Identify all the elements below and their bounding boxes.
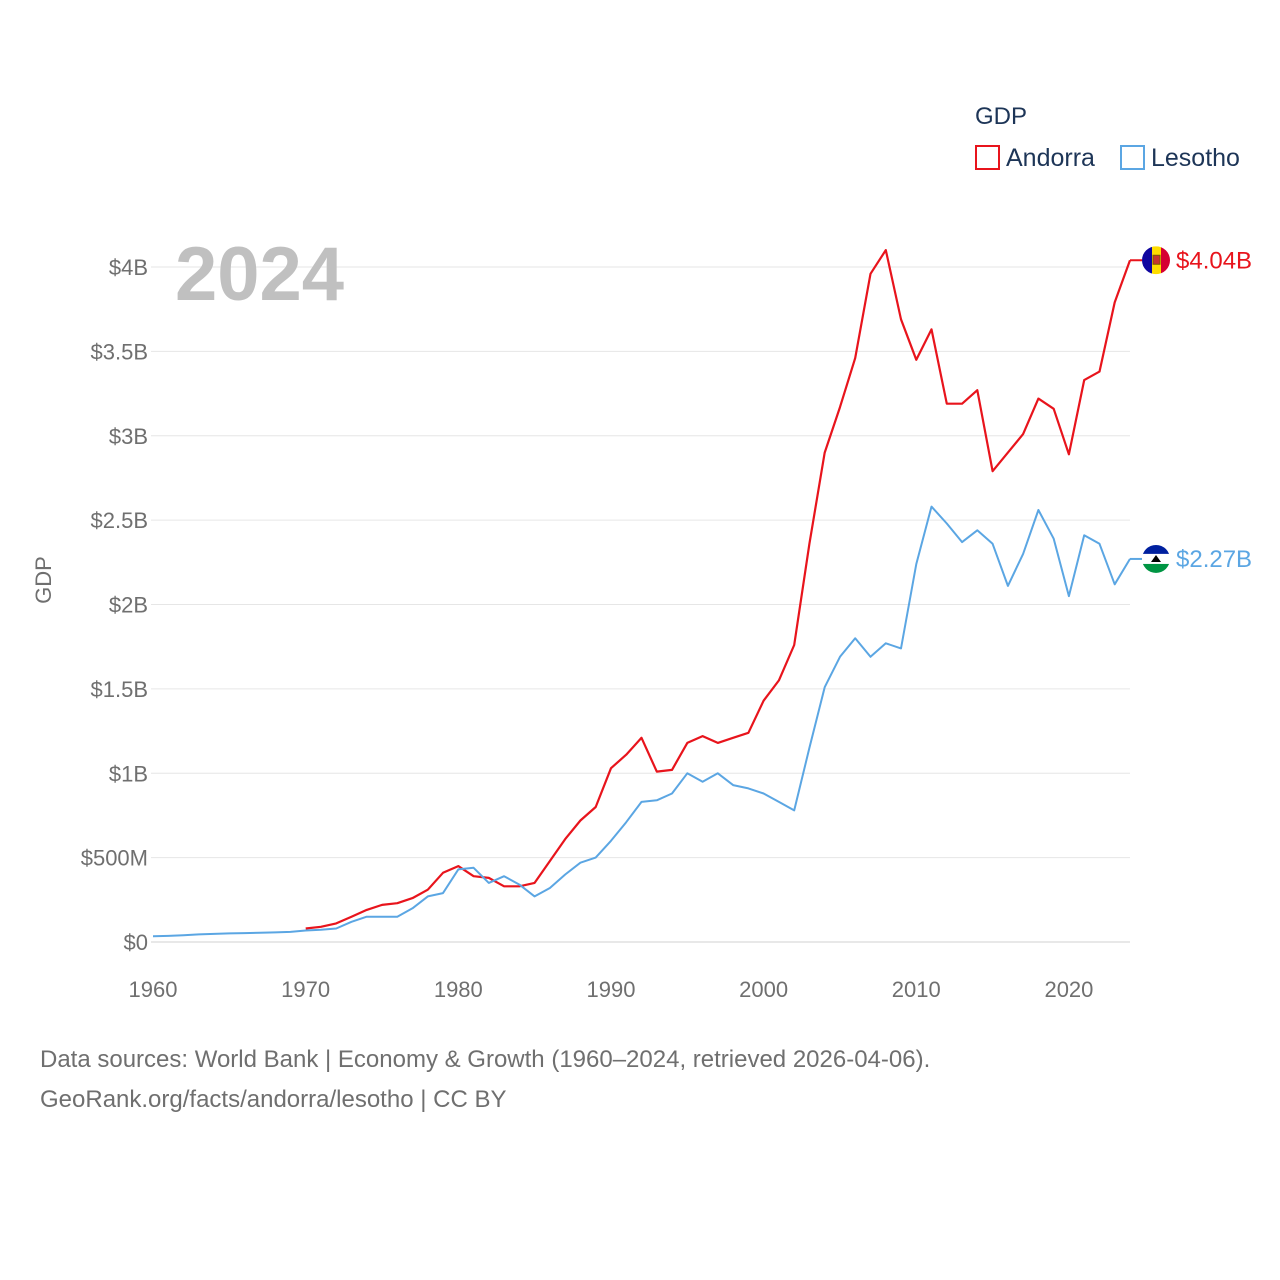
- end-label-andorra: $4.04B: [1176, 247, 1252, 274]
- lesotho-flag-icon: [1142, 544, 1170, 573]
- x-tick-label: 1960: [129, 977, 178, 1002]
- andorra-flag-icon: [1142, 246, 1170, 275]
- legend-item-andorra[interactable]: Andorra: [975, 144, 1095, 172]
- end-label-lesotho: $2.27B: [1176, 546, 1252, 573]
- x-tick-label: 2020: [1044, 977, 1093, 1002]
- y-tick-label: $1B: [109, 761, 148, 786]
- x-tick-label: 2000: [739, 977, 788, 1002]
- end-labels: $4.04B $2.27B: [1130, 246, 1252, 573]
- y-tick-label: $4B: [109, 255, 148, 280]
- y-tick-label: $2.5B: [91, 508, 149, 533]
- legend-item-lesotho[interactable]: Lesotho: [1120, 144, 1240, 172]
- y-tick-label: $500M: [81, 846, 148, 871]
- legend-title: GDP: [975, 103, 1027, 130]
- y-axis-ticks: $0 $500M $1B $1.5B $2B $2.5B $3B $3.5B $4B: [81, 255, 148, 955]
- x-tick-label: 2010: [892, 977, 941, 1002]
- y-tick-label: $0: [124, 930, 148, 955]
- x-axis-ticks: 1960 1970 1980 1990 2000 2010 2020: [129, 977, 1094, 1002]
- gdp-line-chart: $0$500M$1B$1.5B$2B$2.5B$3B$3.5B$4B 1960 1…: [31, 103, 1252, 1002]
- series-line-lesotho[interactable]: [152, 505, 1131, 938]
- legend-swatch-lesotho: [1120, 145, 1145, 170]
- source-line-1: Data sources: World Bank | Economy & Gro…: [40, 1046, 931, 1073]
- x-tick-label: 1990: [586, 977, 635, 1002]
- y-tick-label: $1.5B: [91, 677, 149, 702]
- gridlines: [151, 266, 1130, 943]
- source-line-2: GeoRank.org/facts/andorra/lesotho | CC B…: [40, 1086, 507, 1113]
- x-tick-label: 1980: [434, 977, 483, 1002]
- x-tick-label: 1970: [281, 977, 330, 1002]
- y-tick-label: $3B: [109, 424, 148, 449]
- legend-swatch-andorra: [975, 145, 1000, 170]
- year-label: 2024: [175, 232, 344, 317]
- y-axis-label: GDP: [31, 556, 56, 604]
- series-line-andorra[interactable]: [305, 249, 1132, 930]
- legend: GDP Andorra Lesotho: [975, 103, 1240, 172]
- legend-label-lesotho: Lesotho: [1151, 144, 1240, 172]
- series-lines: [152, 249, 1132, 938]
- source-footer: Data sources: World Bank | Economy & Gro…: [40, 1040, 930, 1120]
- y-tick-label: $3.5B: [91, 339, 149, 364]
- y-tick-label: $2B: [109, 593, 148, 618]
- legend-label-andorra: Andorra: [1006, 144, 1095, 172]
